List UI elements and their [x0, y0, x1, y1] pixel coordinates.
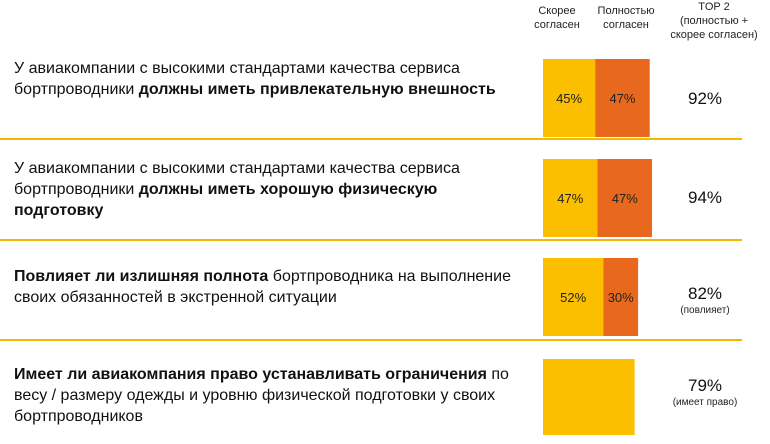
statement-3: Повлияет ли излишняя полнота бортпроводн…: [14, 266, 514, 308]
bar-somewhat-1: [543, 59, 596, 137]
header-top2-line3: скорее согласен): [670, 29, 758, 41]
bar-label: 30%: [608, 290, 634, 305]
header-somewhat-agree-line2: согласен: [534, 19, 580, 31]
bar-label: 47%: [609, 91, 635, 106]
bar-fully-2: [597, 159, 653, 237]
top2-value-2: 94%: [660, 188, 750, 208]
statement-bold-text: Повлияет ли излишняя полнота: [14, 268, 269, 285]
top2-percent: 92%: [687, 89, 723, 108]
bar-somewhat-3: [543, 258, 604, 336]
statement-bold-text: Имеет ли авиакомпания право устанавливат…: [14, 366, 487, 383]
top2-value-1: 92%: [660, 89, 750, 109]
bar-label: 47%: [612, 191, 638, 206]
statement-4: Имеет ли авиакомпания право устанавливат…: [14, 364, 514, 427]
header-top2-line2: (полностью +: [679, 15, 749, 27]
header-fully-agree-line2: согласен: [603, 19, 649, 31]
statement-text: У авиакомпании с высокими стандартами ка…: [14, 160, 460, 198]
top2-value-4: 79% (имеет право): [660, 376, 750, 409]
bar-label: 47%: [557, 191, 583, 206]
statement-bold-text: должны иметь привлекательную внешность: [138, 81, 496, 98]
statement-1: У авиакомпании с высокими стандартами ка…: [14, 58, 514, 100]
header-fully-agree-line1: Полностью: [597, 5, 655, 17]
bar-fully-3: [603, 258, 639, 336]
bar-fully-1: [595, 59, 650, 137]
header-fully-agree: Полностью согласен: [590, 4, 662, 32]
header-top2-line1: TOP 2: [698, 1, 730, 13]
statement-bold-text: должны иметь хорошую физическую подготов…: [14, 181, 438, 219]
statement-text: бортпроводника на выполнение своих обяза…: [14, 268, 511, 306]
row-separator: [0, 339, 742, 341]
row-separator: [0, 239, 742, 241]
bar-somewhat-2: [543, 159, 598, 237]
top2-note: (имеет право): [672, 397, 738, 408]
row-separator: [0, 138, 742, 140]
top2-value-3: 82% (повлияет): [660, 284, 750, 317]
top2-percent: 82%: [687, 284, 723, 303]
header-somewhat-agree: Скорее согласен: [522, 4, 592, 32]
statement-2: У авиакомпании с высокими стандартами ка…: [14, 158, 514, 221]
top2-percent: 94%: [687, 188, 723, 207]
statement-text: У авиакомпании с высокими стандартами ка…: [14, 60, 460, 98]
bar-label: 45%: [556, 91, 582, 106]
header-somewhat-agree-line1: Скорее: [538, 5, 576, 17]
top2-note: (повлияет): [680, 305, 730, 316]
bar-somewhat-4: [543, 359, 635, 435]
header-top2: TOP 2 (полностью + скорее согласен): [662, 0, 766, 42]
bar-label: 52%: [560, 290, 586, 305]
statement-text: по весу / размеру одежды и уровню физиче…: [14, 366, 509, 425]
top2-percent: 79%: [687, 376, 723, 395]
